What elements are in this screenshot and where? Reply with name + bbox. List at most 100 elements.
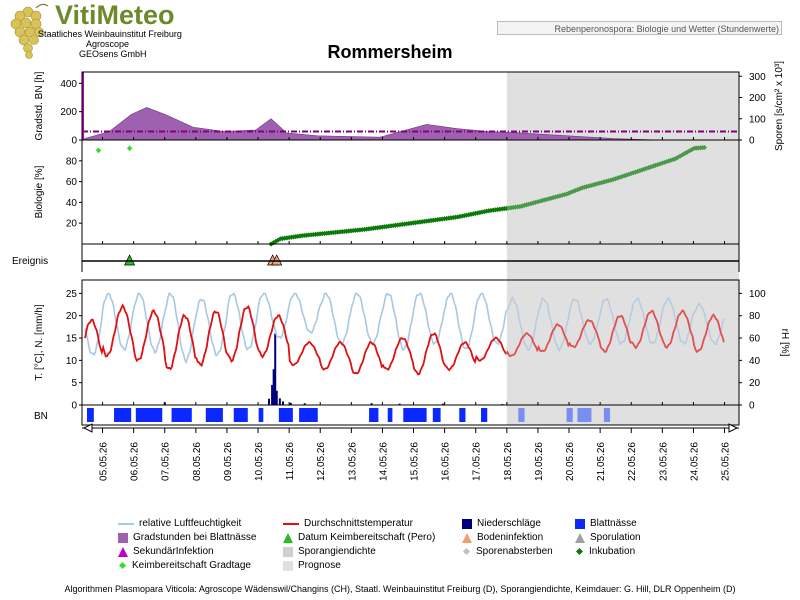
biologie-tick-label: 80 — [66, 156, 78, 167]
precipitation-bar — [278, 398, 281, 405]
legend-triangle-icon — [118, 546, 128, 557]
incubation-point — [603, 178, 610, 184]
humidity-tick-label: 100 — [749, 289, 766, 300]
weather-tick-label: 15 — [66, 334, 78, 345]
legend-triangle-icon — [462, 532, 472, 543]
legend-item: Sporangiendichte — [283, 546, 376, 557]
spores-axis-label: Sporen [s/cm² x 10³] — [774, 61, 785, 151]
leaf-wetness-bar — [135, 408, 163, 422]
gradstunden-axis-label: Gradstd. BN [h] — [34, 71, 45, 140]
info-box: Rebenperonospora: Biologie und Wetter (S… — [497, 21, 782, 35]
incubation-point — [581, 184, 587, 190]
x-tick-label: 09.05.26 — [223, 442, 234, 481]
legend-diamond-icon — [118, 561, 127, 570]
x-tick-label: 14.05.26 — [378, 442, 389, 481]
incubation-point — [461, 213, 467, 219]
legend-item: Datum Keimbereitschaft (Pero) — [283, 532, 435, 543]
legend-item: Sporenabsterben — [462, 546, 553, 557]
brand: VitiMeteo Staatliches Weinbauinstitut Fr… — [2, 0, 202, 62]
x-tick-label: 05.05.26 — [99, 442, 110, 481]
incubation-point — [479, 209, 485, 215]
humidity-tick-label: 20 — [749, 378, 761, 389]
precipitation-bar — [289, 402, 292, 405]
temperature-forecast-line — [505, 309, 725, 358]
leaf-wetness-bar — [278, 408, 293, 422]
leaf-wetness-bar — [387, 408, 393, 422]
incubation-point — [521, 202, 527, 208]
gradstunden-tick-label: 0 — [71, 136, 77, 147]
incubation-point — [583, 184, 590, 190]
legend-label: Niederschläge — [477, 518, 541, 529]
incubation-point — [657, 161, 663, 167]
legend-item: Gradstunden bei Blattnässe — [118, 532, 256, 543]
spores-tick-label: 300 — [749, 72, 766, 83]
precipitation-bar — [271, 384, 274, 405]
x-tick-label: 25.05.26 — [721, 442, 732, 481]
weather-tick-label: 25 — [66, 289, 78, 300]
leaf-wetness-bar — [205, 408, 223, 422]
legend-label: relative Luftfeuchtigkeit — [139, 518, 242, 529]
grape-logo-icon — [10, 3, 49, 59]
incubation-point — [539, 198, 545, 204]
brand-line-3: GEOsens GmbH — [79, 49, 147, 59]
incubation-point — [541, 197, 547, 203]
leaf-wetness-bar — [171, 408, 192, 422]
legend-line-icon — [283, 522, 299, 525]
incubation-point — [481, 209, 487, 215]
leaf-wetness-bar — [481, 408, 488, 422]
x-tick-label: 16.05.26 — [441, 442, 452, 481]
incubation-point — [477, 209, 483, 216]
leaf-wetness-bar — [603, 408, 611, 422]
legend-label: Blattnässe — [590, 518, 637, 529]
precipitation-bar — [398, 403, 401, 405]
leaf-wetness-bar — [114, 408, 132, 422]
incubation-point — [675, 154, 681, 161]
leaf-wetness-bar — [403, 408, 427, 422]
scroll-right-icon — [728, 423, 739, 433]
legend-label: Sporulation — [590, 532, 641, 543]
spores-tick-label: 0 — [749, 136, 755, 147]
x-tick-label: 07.05.26 — [161, 442, 172, 481]
forecast-region — [506, 72, 739, 425]
incubation-point — [641, 166, 647, 172]
legend-square-icon — [283, 560, 293, 571]
incubation-point — [561, 192, 567, 198]
leaf-wetness-bar — [233, 408, 248, 422]
legend-diamond-icon — [575, 547, 584, 556]
precipitation-bar — [272, 369, 275, 405]
legend-label: Sporangiendichte — [298, 546, 376, 557]
germination-gradtage-point — [126, 145, 133, 152]
x-tick-label: 18.05.26 — [503, 442, 514, 481]
legend-item: Inkubation — [575, 546, 635, 557]
precipitation-bar — [442, 403, 445, 405]
legend: relative Luftfeuchtigkeit Durchschnittste… — [0, 515, 800, 580]
legend-item: Blattnässe — [575, 518, 637, 529]
brand-line-2: Agroscope — [86, 39, 130, 49]
legend-label: Inkubation — [589, 546, 636, 557]
event-marker — [124, 254, 136, 266]
x-tick-label: 06.05.26 — [130, 442, 141, 481]
incubation-point — [559, 192, 565, 198]
legend-line-icon — [118, 522, 134, 525]
legend-label: Keimbereitschaft Gradtage — [132, 560, 251, 571]
incubation-point — [623, 172, 630, 178]
x-tick-label: 19.05.26 — [534, 442, 545, 481]
legend-label: Bodeninfektion — [477, 532, 544, 543]
humidity-tick-label: 80 — [749, 311, 761, 322]
x-tick-label: 23.05.26 — [658, 442, 669, 481]
legend-diamond-icon — [462, 547, 471, 556]
leaf-wetness-bar — [577, 408, 592, 422]
legend-square-icon — [118, 532, 128, 543]
temperature-line — [84, 303, 507, 376]
x-tick-label: 11.05.26 — [285, 442, 296, 481]
incubation-point — [466, 212, 472, 218]
incubation-point — [519, 203, 525, 209]
x-tick-label: 22.05.26 — [627, 442, 638, 481]
precipitation-bar — [274, 333, 277, 405]
precipitation-bar — [281, 401, 284, 405]
humidity-tick-label: 60 — [749, 334, 761, 345]
humidity-forecast-line — [505, 296, 725, 353]
leaf-wetness-bar — [459, 408, 466, 422]
x-tick-label: 10.05.26 — [254, 442, 265, 481]
